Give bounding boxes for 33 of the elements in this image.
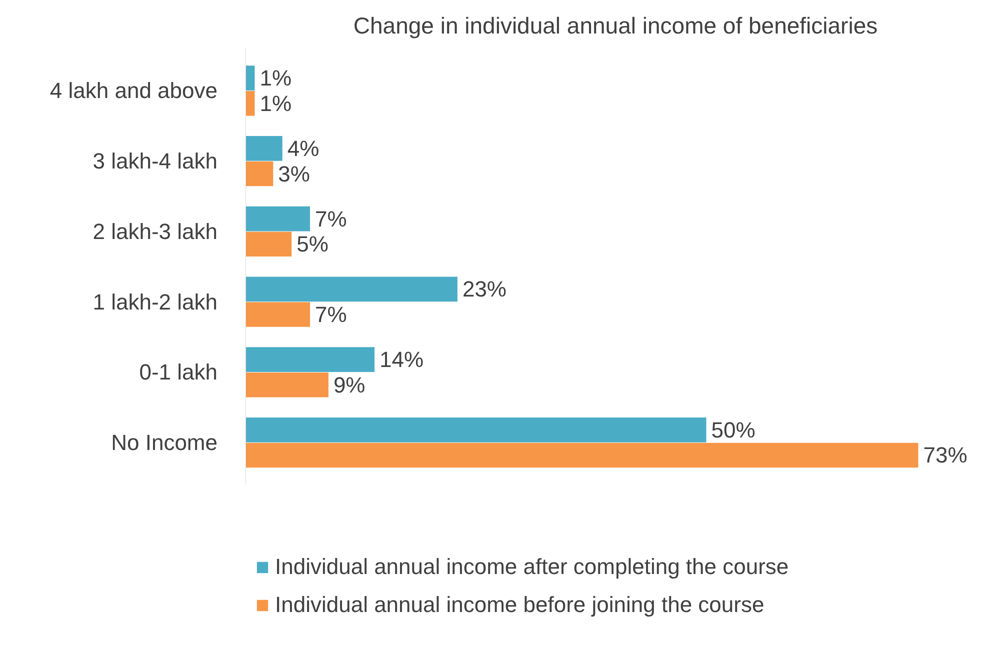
data-label: 1%	[260, 66, 292, 91]
y-tick-label: 1 lakh-2 lakh	[92, 289, 218, 314]
bar	[246, 206, 310, 232]
data-label: 7%	[315, 206, 347, 232]
bar	[246, 90, 255, 116]
bar	[246, 161, 274, 186]
bar	[246, 66, 255, 90]
y-tick-label: 2 lakh-3 lakh	[92, 218, 218, 244]
bar	[246, 232, 292, 257]
legend-label: Individual annual income after completing the course	[275, 554, 789, 580]
bar	[246, 302, 310, 327]
data-label: 7%	[315, 302, 347, 327]
data-label: 23%	[462, 276, 506, 302]
data-label: 73%	[923, 442, 968, 468]
bar	[246, 417, 706, 442]
data-label: 3%	[278, 161, 310, 186]
data-label: 5%	[296, 232, 328, 257]
legend-label: Individual annual income before joining the course	[275, 592, 764, 618]
data-label: 1%	[260, 90, 292, 116]
y-tick-label: 0-1 lakh	[139, 360, 218, 385]
bar	[246, 372, 328, 398]
data-label: 4%	[287, 136, 320, 161]
y-tick-label: No Income	[111, 430, 218, 456]
data-label: 14%	[380, 347, 424, 372]
bar	[246, 136, 282, 161]
y-tick-label: 3 lakh-4 lakh	[92, 148, 218, 174]
bar	[246, 276, 458, 302]
data-label: 9%	[333, 372, 366, 398]
bar	[246, 442, 918, 468]
chart-title: Change in individual annual income of beneficiaries	[353, 12, 878, 38]
bar	[246, 347, 375, 372]
y-tick-label: 4 lakh and above	[50, 78, 218, 104]
data-label: 50%	[711, 417, 756, 442]
